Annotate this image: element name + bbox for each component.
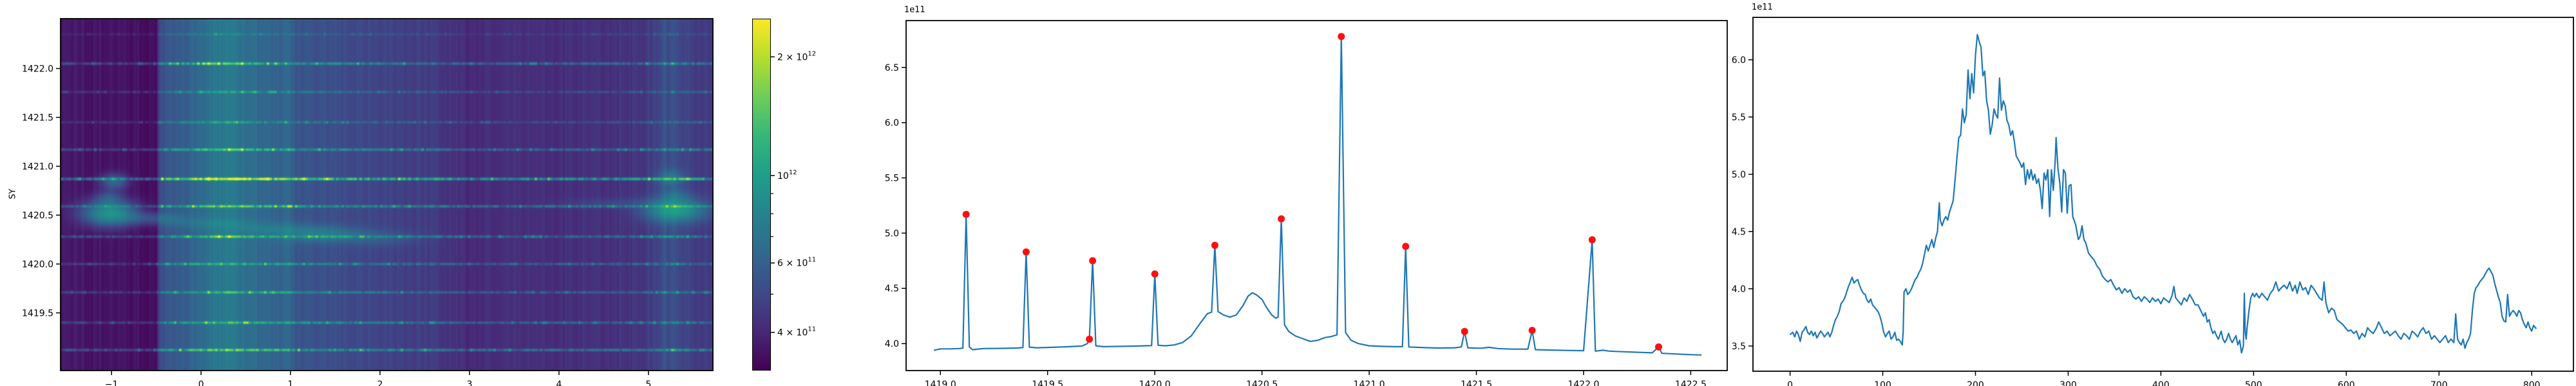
heatmap-y-tick-label: 1421.5 xyxy=(22,113,53,123)
spectrum-axes: 1419.0 1419.5 1420.0 1420.5 1421.0 1421.5 1422… xyxy=(885,20,1728,386)
spectrum-x-tick-label: 1420.0 xyxy=(1139,380,1171,386)
heatmap-y-axis-label: SY xyxy=(8,188,18,199)
colorbar-tick-label: 4 × 1011 xyxy=(777,326,816,338)
lightcurve-x-tick-label: 300 xyxy=(2060,380,2077,386)
heatmap-x-tick-label: 3 xyxy=(467,380,473,386)
spectrum-x-tick-label: 1422.0 xyxy=(1567,380,1599,386)
lightcurve-y-tick-label: 4.5 xyxy=(1732,227,1746,237)
lightcurve-frame xyxy=(1752,17,2574,372)
lightcurve-offset-text: 1e11 xyxy=(1752,3,1773,12)
spectrum-peak-marker xyxy=(1278,215,1285,223)
heatmap-y-tick-label: 1419.5 xyxy=(22,308,53,318)
lightcurve-data xyxy=(1789,33,2537,354)
spectrum-frame xyxy=(905,20,1728,371)
spectrum-peak-marker xyxy=(1461,327,1468,335)
lightcurve-x-tick-label: 200 xyxy=(1967,380,1984,386)
heatmap-axes: −1 0 1 2 3 4 5 1419.5 1420.0 1420.5 1421.0 1421.5 14… xyxy=(22,18,714,386)
spectrum-peak-marker xyxy=(1151,270,1159,278)
lightcurve-x-tick-label: 600 xyxy=(2338,380,2355,386)
spectrum-x-tick-label: 1421.5 xyxy=(1461,380,1492,386)
colorbar xyxy=(752,19,771,371)
spectrum-peak-marker xyxy=(1338,33,1345,41)
lightcurve-x-tick-label: 700 xyxy=(2430,380,2448,386)
spectrum-peak-marker xyxy=(962,210,970,218)
heatmap-y-tick-label: 1420.5 xyxy=(22,210,53,221)
colorbar-tick-label: 1012 xyxy=(777,169,797,181)
spectrum-peak-marker xyxy=(1588,236,1596,244)
spectrum-peak-marker xyxy=(1528,327,1536,334)
lightcurve-x-tick-label: 400 xyxy=(2152,380,2170,386)
heatmap-frame xyxy=(60,18,714,371)
heatmap-x-tick-label: 4 xyxy=(556,380,562,386)
spectrum-peak-marker xyxy=(1211,241,1218,249)
spectrum-x-tick-label: 1420.5 xyxy=(1246,380,1278,386)
spectrum-data xyxy=(934,33,1702,356)
colorbar-tick-label: 6 × 1011 xyxy=(777,257,816,269)
spectrum-x-tick-label: 1421.0 xyxy=(1354,380,1385,386)
spectrum-peak-marker xyxy=(1086,335,1094,343)
lightcurve-y-tick-label: 3.5 xyxy=(1732,342,1746,352)
heatmap-x-tick-label: 1 xyxy=(288,380,294,386)
lightcurve-line xyxy=(1789,33,2537,354)
lightcurve-y-tick-label: 5.5 xyxy=(1732,113,1746,123)
spectrum-peak-marker xyxy=(1402,243,1410,250)
spectrum-y-tick-label: 4.0 xyxy=(885,339,899,349)
spectrum-line xyxy=(934,35,1702,356)
heatmap-y-tick-label: 1422.0 xyxy=(22,64,53,74)
lightcurve-y-tick-label: 5.0 xyxy=(1732,170,1746,180)
heatmap-x-tick-label: −1 xyxy=(105,380,118,386)
heatmap-y-tick-label: 1420.0 xyxy=(22,259,53,270)
spectrum-x-tick-label: 1419.5 xyxy=(1032,380,1063,386)
spectrum-y-tick-label: 5.0 xyxy=(885,228,899,239)
colorbar-tick-label: 2 × 1012 xyxy=(777,50,816,62)
spectrum-x-tick-label: 1419.0 xyxy=(925,380,956,386)
lightcurve-x-tick-label: 0 xyxy=(1787,380,1793,386)
spectrum-x-tick-label: 1422.5 xyxy=(1675,380,1707,386)
lightcurve-x-tick-label: 500 xyxy=(2245,380,2262,386)
lightcurve-y-tick-label: 6.0 xyxy=(1732,55,1746,66)
heatmap-y-tick-label: 1421.0 xyxy=(22,161,53,172)
heatmap-x-tick-label: 2 xyxy=(377,380,383,386)
spectrum-y-tick-label: 6.5 xyxy=(885,63,899,73)
heatmap-x-tick-label: 0 xyxy=(198,380,204,386)
spectrum-peak-marker xyxy=(1655,343,1662,351)
colorbar-ticks: 2 × 1012 1012 6 × 1011 4 × 1011 xyxy=(771,50,816,338)
spectrum-peak-marker xyxy=(1022,248,1030,256)
spectrum-y-tick-label: 5.5 xyxy=(885,174,899,184)
lightcurve-x-tick-label: 800 xyxy=(2523,380,2541,386)
lightcurve-axes: 0 100 200 300 400 500 600 700 800 3.5 4.0 4.5 5.0 5.5… xyxy=(1732,17,2574,386)
spectrum-offset-text: 1e11 xyxy=(904,5,925,15)
spectrum-y-tick-label: 4.5 xyxy=(885,284,899,294)
spectrum-peak-marker xyxy=(1089,257,1097,264)
heatmap-image xyxy=(61,19,713,371)
lightcurve-y-tick-label: 4.0 xyxy=(1732,284,1746,295)
heatmap-x-tick-label: 5 xyxy=(645,380,651,386)
lightcurve-x-tick-label: 100 xyxy=(1874,380,1891,386)
spectrum-y-tick-label: 6.0 xyxy=(885,118,899,129)
